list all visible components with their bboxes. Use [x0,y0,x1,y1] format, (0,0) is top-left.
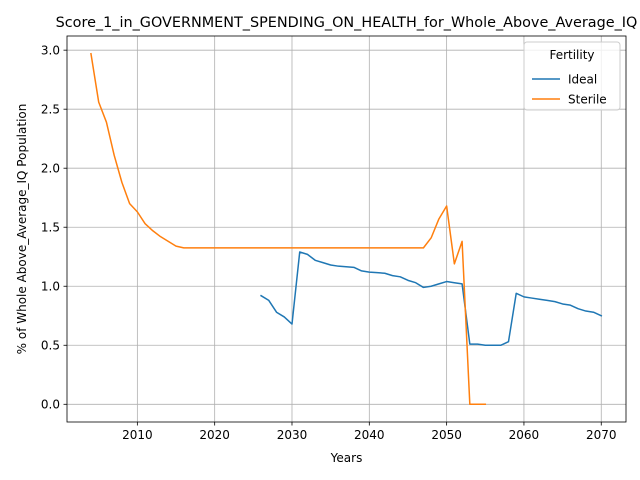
x-tick-label: 2060 [509,428,540,442]
x-tick-label: 2020 [199,428,230,442]
legend-title: Fertility [549,48,594,62]
legend: Fertility Ideal Sterile [523,41,621,111]
series-line-ideal [260,251,603,347]
y-tick-label: 2.5 [41,102,60,116]
y-tick-label: 2.0 [41,162,60,176]
legend-items: Ideal Sterile [532,72,607,106]
x-tick-label: 2050 [431,428,462,442]
y-tick-label: 1.5 [41,221,60,235]
y-tick-label: 0.0 [41,398,60,412]
x-tick-label: 2010 [122,428,153,442]
x-axis-ticks: 2010 2020 2030 2040 2050 2060 2070 [122,422,617,442]
series-line-sterile [90,52,487,406]
y-tick-label: 3.0 [41,43,60,57]
x-tick-label: 2030 [277,428,308,442]
legend-box [523,41,621,111]
x-tick-label: 2070 [586,428,617,442]
grid [67,36,626,422]
y-tick-label: 0.5 [41,339,60,353]
x-tick-label: 2040 [354,428,385,442]
chart-title: Score_1_in_GOVERNMENT_SPENDING_ON_HEALTH… [56,15,638,31]
y-axis-ticks: 0.0 0.5 1.0 1.5 2.0 2.5 3.0 [41,43,67,412]
y-axis-label: % of Whole Above_Average_IQ Population [15,104,29,355]
y-tick-label: 1.0 [41,280,60,294]
plot-frame [66,35,627,423]
legend-label-ideal: Ideal [568,72,597,86]
x-axis-label: Years [330,451,363,465]
series-layer [90,52,603,406]
legend-label-sterile: Sterile [568,92,607,106]
